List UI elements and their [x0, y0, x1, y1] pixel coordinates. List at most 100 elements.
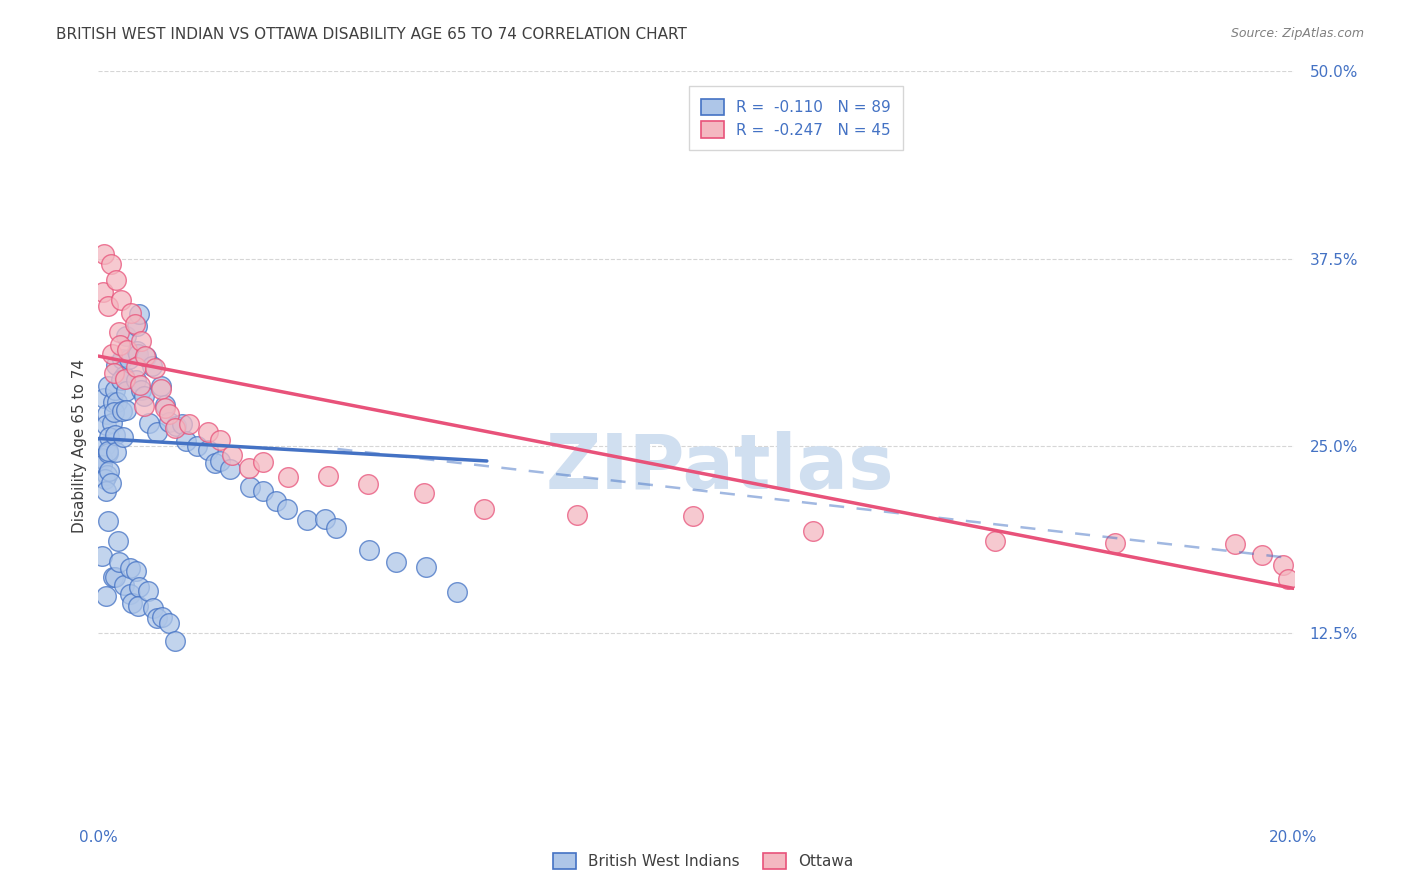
Point	[325, 521, 347, 535]
Point	[446, 585, 468, 599]
Point	[108, 325, 131, 339]
Point	[100, 257, 122, 271]
Point	[100, 347, 122, 361]
Point	[93, 247, 115, 261]
Point	[277, 470, 299, 484]
Point	[107, 533, 129, 548]
Point	[803, 524, 825, 538]
Point	[143, 360, 166, 375]
Point	[138, 584, 160, 599]
Point	[91, 450, 114, 465]
Point	[96, 589, 118, 603]
Point	[157, 415, 180, 429]
Point	[128, 580, 150, 594]
Point	[295, 513, 318, 527]
Point	[153, 398, 176, 412]
Point	[115, 384, 138, 398]
Point	[121, 596, 143, 610]
Point	[104, 273, 127, 287]
Point	[145, 425, 167, 440]
Point	[252, 483, 274, 498]
Text: Source: ZipAtlas.com: Source: ZipAtlas.com	[1230, 27, 1364, 40]
Point	[114, 328, 136, 343]
Point	[97, 430, 120, 444]
Point	[118, 351, 141, 366]
Point	[97, 514, 120, 528]
Point	[110, 373, 132, 387]
Point	[129, 334, 152, 348]
Point	[108, 555, 131, 569]
Point	[221, 449, 243, 463]
Point	[128, 307, 150, 321]
Point	[94, 484, 117, 499]
Point	[209, 433, 232, 447]
Point	[90, 458, 112, 472]
Point	[134, 349, 156, 363]
Point	[125, 359, 148, 374]
Point	[103, 570, 125, 584]
Point	[179, 417, 201, 432]
Point	[104, 428, 127, 442]
Point	[96, 378, 118, 392]
Point	[359, 543, 381, 558]
Point	[316, 469, 339, 483]
Point	[96, 407, 118, 421]
Point	[153, 401, 176, 416]
Text: BRITISH WEST INDIAN VS OTTAWA DISABILITY AGE 65 TO 74 CORRELATION CHART: BRITISH WEST INDIAN VS OTTAWA DISABILITY…	[56, 27, 688, 42]
Point	[135, 350, 157, 364]
Point	[104, 445, 127, 459]
Point	[94, 418, 117, 433]
Point	[114, 372, 136, 386]
Point	[111, 352, 134, 367]
Point	[129, 378, 152, 392]
Point	[165, 633, 187, 648]
Point	[1271, 558, 1294, 572]
Point	[1104, 535, 1126, 549]
Point	[314, 512, 336, 526]
Point	[132, 389, 155, 403]
Point	[111, 404, 134, 418]
Point	[474, 502, 496, 516]
Point	[94, 439, 117, 453]
Point	[682, 508, 704, 523]
Point	[1223, 537, 1246, 551]
Point	[115, 343, 138, 358]
Point	[94, 472, 117, 486]
Point	[142, 601, 165, 615]
Point	[103, 570, 125, 584]
Point	[984, 533, 1007, 548]
Point	[157, 616, 180, 631]
Point	[103, 405, 125, 419]
Text: ZIPatlas: ZIPatlas	[546, 432, 894, 506]
Point	[146, 611, 169, 625]
Point	[127, 599, 149, 613]
Point	[97, 299, 120, 313]
Point	[186, 439, 208, 453]
Point	[276, 502, 298, 516]
Point	[104, 383, 127, 397]
Point	[165, 419, 187, 434]
Point	[118, 587, 141, 601]
Point	[141, 359, 163, 373]
Point	[150, 610, 173, 624]
Point	[98, 464, 121, 478]
Point	[149, 379, 172, 393]
Point	[125, 565, 148, 579]
Y-axis label: Disability Age 65 to 74: Disability Age 65 to 74	[72, 359, 87, 533]
Point	[120, 306, 142, 320]
Point	[101, 416, 124, 430]
Point	[124, 317, 146, 331]
Point	[103, 366, 125, 380]
Point	[93, 391, 115, 405]
Point	[127, 347, 149, 361]
Point	[264, 494, 287, 508]
Point	[105, 395, 128, 409]
Legend: British West Indians, Ottawa: British West Indians, Ottawa	[547, 847, 859, 875]
Point	[104, 358, 127, 372]
Point	[239, 480, 262, 494]
Point	[174, 434, 197, 449]
Point	[567, 508, 589, 523]
Point	[149, 382, 172, 396]
Point	[125, 318, 148, 333]
Point	[125, 344, 148, 359]
